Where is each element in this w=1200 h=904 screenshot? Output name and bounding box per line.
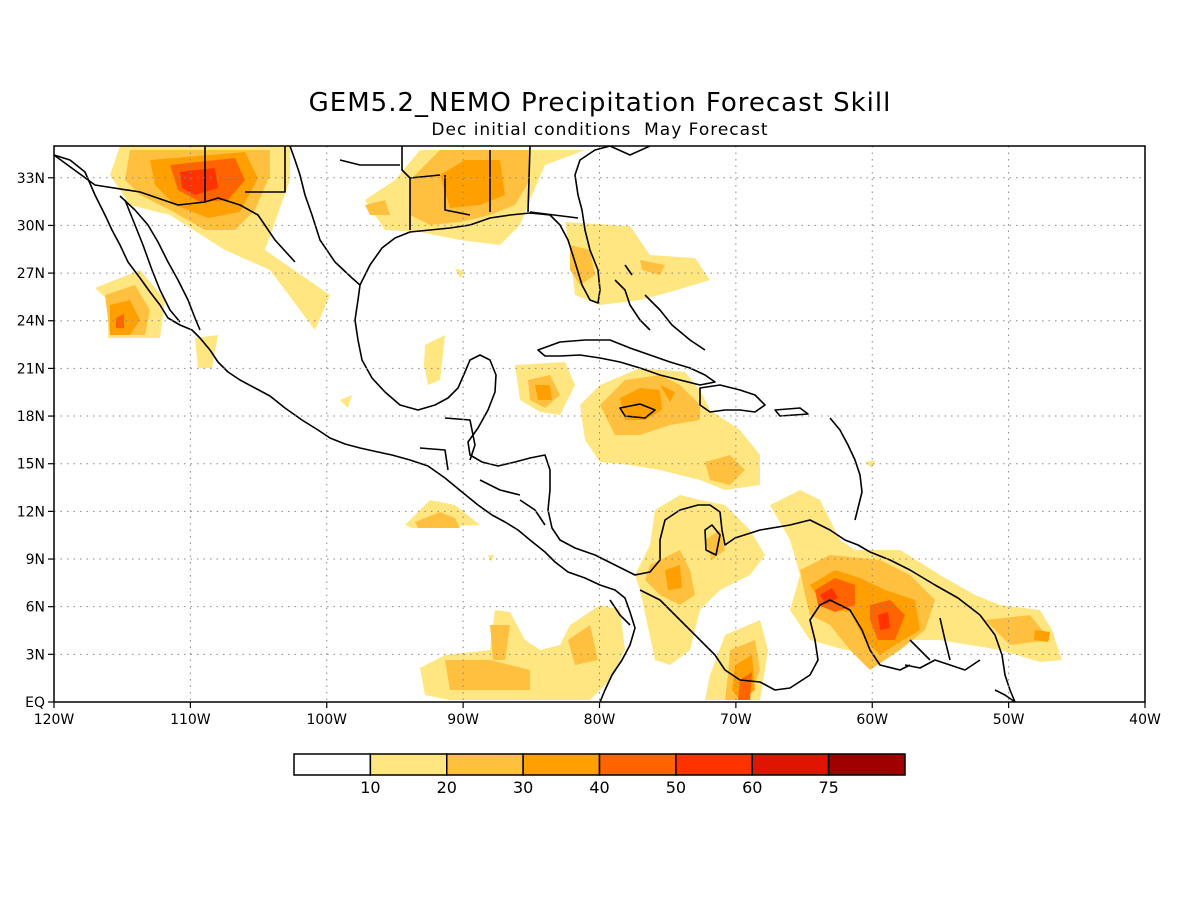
longitude-tick-label: 70W	[720, 712, 752, 728]
jamaica-outline	[619, 403, 656, 419]
colorbar-swatch	[751, 753, 830, 776]
latitude-tick-label: 21N	[17, 361, 45, 377]
longitude-tick-label: 50W	[993, 712, 1025, 728]
colorbar-swatch	[369, 753, 448, 776]
cuba-outline	[537, 339, 716, 386]
colorbar-swatch	[522, 753, 601, 776]
longitude-tick-labels: 120W 110W 100W 90W 80W 70W 60W 50W 40W	[34, 702, 1161, 728]
colorbar-level-label: 60	[742, 778, 762, 797]
colorbar-swatch	[827, 753, 906, 776]
longitude-tick-label: 120W	[34, 712, 75, 728]
latitude-tick-label: 33N	[17, 171, 45, 187]
latitude-tick-label: 9N	[26, 552, 45, 568]
latitude-tick-label: 6N	[26, 600, 45, 616]
colorbar-swatch	[598, 753, 677, 776]
latitude-tick-label: 12N	[17, 504, 45, 520]
colorbar: 10 20 30 40 50 60 75	[293, 753, 906, 797]
skill-shading-50-60	[180, 168, 890, 630]
gulf-of-california-coast	[119, 195, 201, 331]
longitude-tick-label: 60W	[856, 712, 888, 728]
longitude-tick-label: 40W	[1129, 712, 1161, 728]
latitude-tick-label: EQ	[25, 695, 45, 711]
longitude-tick-label: 90W	[447, 712, 479, 728]
latitude-tick-label: 15N	[17, 457, 45, 473]
south-america-coast	[869, 551, 1016, 702]
longitude-tick-label: 110W	[170, 712, 211, 728]
longitude-tick-label: 100W	[306, 712, 347, 728]
colorbar-swatch	[446, 753, 524, 776]
colorbar-level-label: 50	[666, 778, 686, 797]
longitude-tick-label: 80W	[584, 712, 616, 728]
colorbar-level-label: 30	[513, 778, 533, 797]
hispaniola-outline	[699, 384, 766, 413]
colorbar-swatch	[293, 753, 372, 776]
latitude-tick-label: 18N	[17, 409, 45, 425]
pacific-coastline	[54, 154, 636, 702]
chart-subtitle: Dec initial conditions May Forecast	[431, 120, 768, 140]
us-gulf-coast	[359, 146, 611, 304]
latitude-tick-label: 24N	[17, 314, 45, 330]
latitude-tick-labels: EQ 3N 6N 9N 12N 15N 18N 21N 24N 27N 30N 33N	[17, 171, 54, 711]
chart-title: GEM5.2_NEMO Precipitation Forecast Skill	[309, 88, 892, 118]
latitude-tick-label: 3N	[26, 647, 45, 663]
colorbar-level-label: 75	[818, 778, 838, 797]
latitude-tick-label: 27N	[17, 266, 45, 282]
latitude-tick-label: 30N	[17, 218, 45, 234]
colorbar-level-label: 20	[437, 778, 457, 797]
colorbar-level-label: 10	[360, 778, 380, 797]
colorbar-swatch	[675, 753, 753, 776]
colorbar-level-label: 40	[589, 778, 609, 797]
